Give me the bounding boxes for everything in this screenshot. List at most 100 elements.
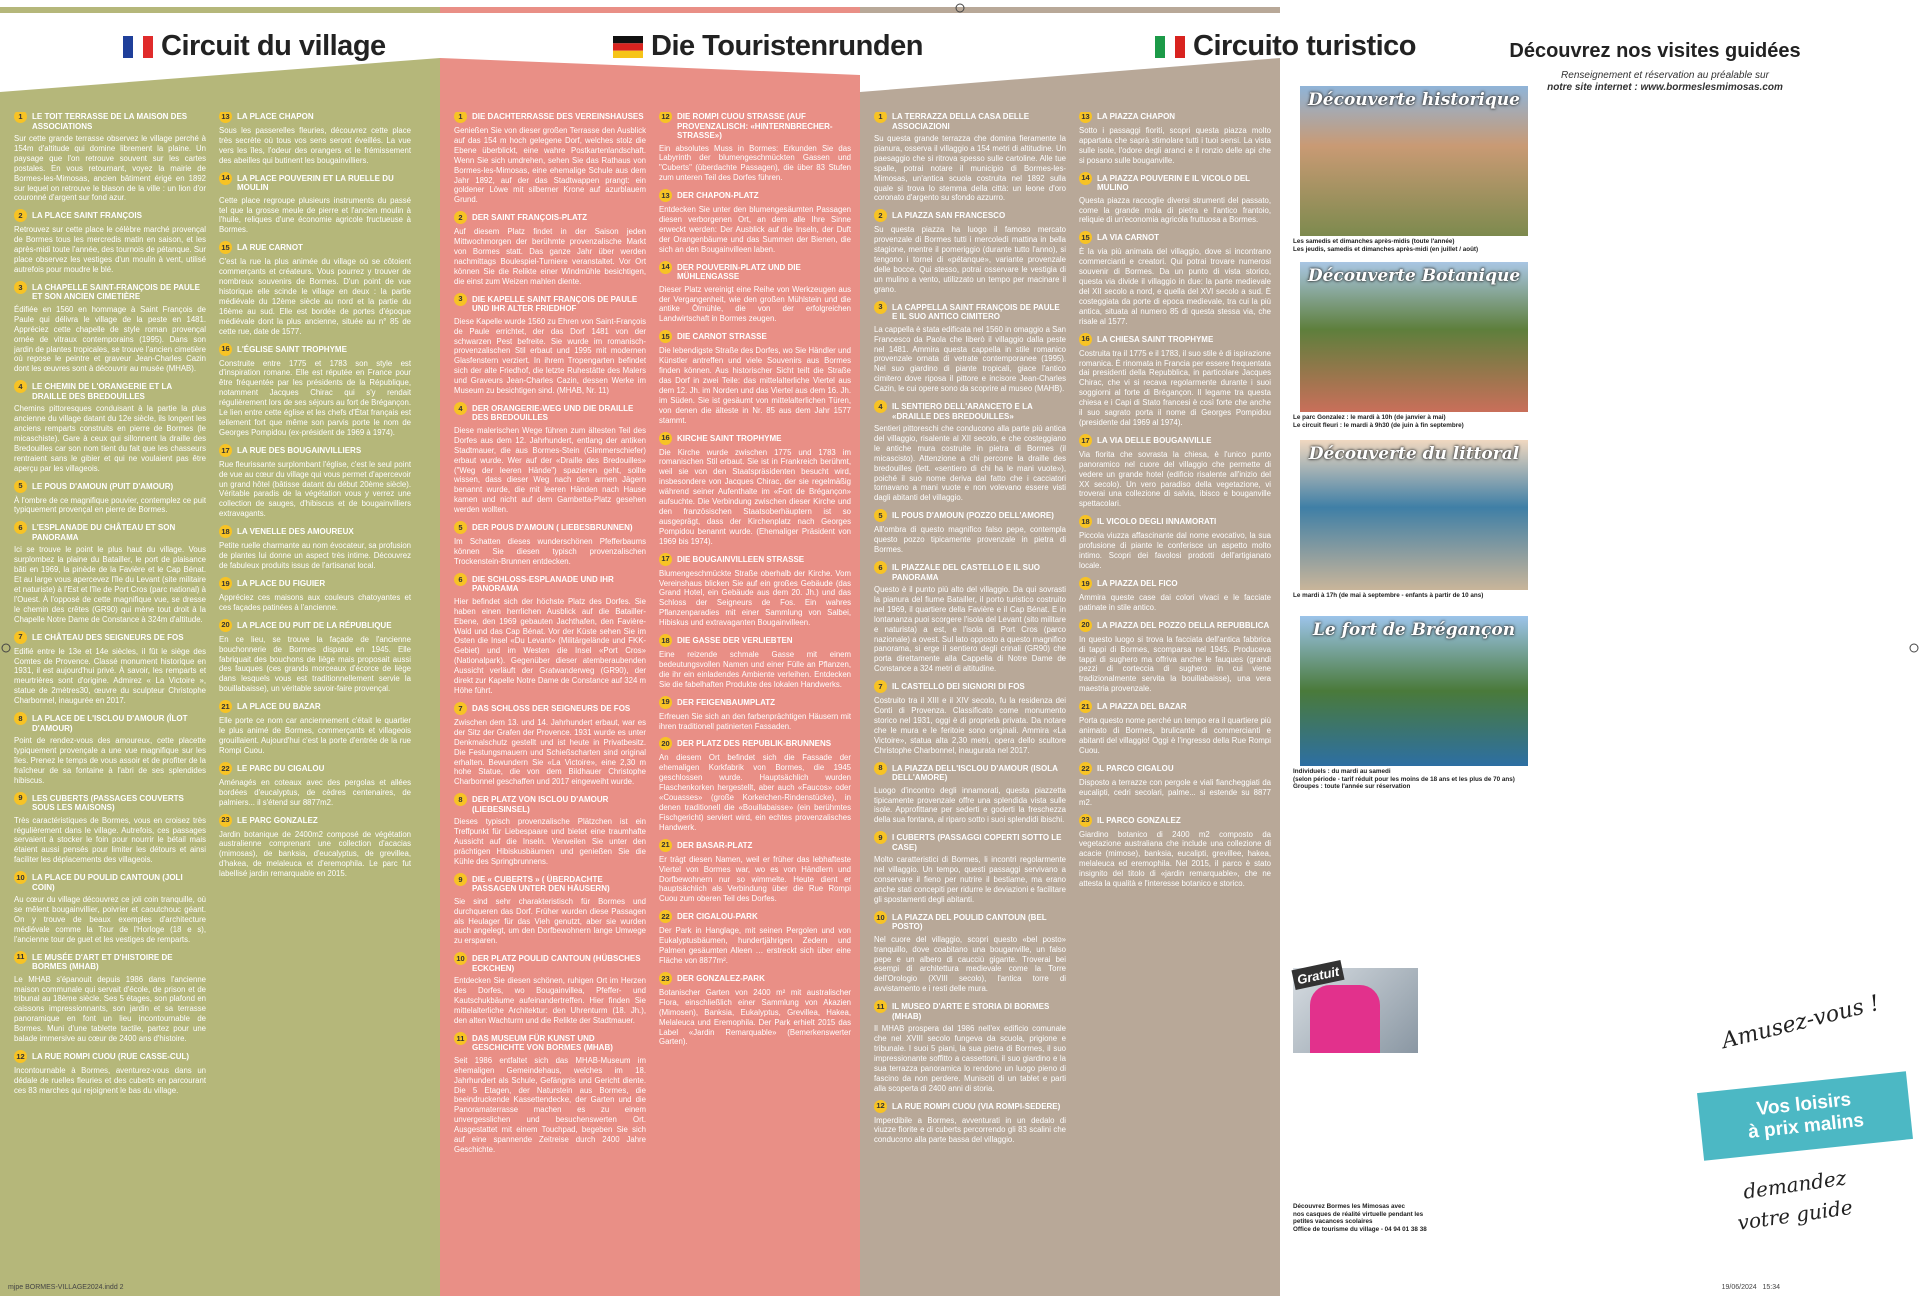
sub-column: 1 Die Dachterrasse des Vereinshauses Genie… <box>454 112 646 1282</box>
column-title: Die Touristenrunden <box>651 30 923 62</box>
item: 7 Le château des seigneurs de Fos Edifié e… <box>14 630 206 706</box>
item-heading: Il museo d'arte e storia di Bormes (MHAB… <box>892 1002 1050 1021</box>
item: 3 Die Kapelle Saint François de Paule und… <box>454 292 646 396</box>
item-heading: Der Platz des Republik-Brunnens <box>677 739 832 749</box>
item-number: 21 <box>219 700 232 714</box>
item: 11 Il museo d'arte e storia di Bormes (MH… <box>874 1000 1066 1093</box>
item-number: 22 <box>659 910 672 924</box>
item: 1 Die Dachterrasse des Vereinshauses Genie… <box>454 112 646 205</box>
sub-column: 13 La place Chapon Sous les passerelles fl… <box>219 112 411 1282</box>
item-heading-row: 6 Il piazzale del castello e il suo panor… <box>874 561 1066 582</box>
item: 10 Der Platz Poulid Cantoun (Hübsches Eck… <box>454 952 646 1026</box>
item-number: 23 <box>1079 813 1092 827</box>
item-heading: Le Pous d'Amoun (puit d'amour) <box>32 481 174 491</box>
item-heading-row: 9 I Cuberts (passaggi coperti sotto le ca… <box>874 831 1066 852</box>
item: 22 Le parc du Cigalou Aménagés en coteaux … <box>219 761 411 808</box>
item-number: 3 <box>454 292 467 306</box>
item: 17 La rue des Bougainvilliers Rue fleuriss… <box>219 443 411 519</box>
tour-title: Découverte historique <box>1308 90 1520 110</box>
item-number: 15 <box>219 241 232 255</box>
tour-title: Découverte Botanique <box>1307 266 1521 286</box>
item-body: Jardin botanique de 2400m2 composé de vé… <box>219 829 411 879</box>
item: 16 L'église Saint Trophyme Construite entr… <box>219 342 411 438</box>
photo <box>1300 86 1528 236</box>
item-number: 21 <box>1079 700 1092 714</box>
caption-line: Découvrez Bormes les Mimosas avec <box>1293 1203 1406 1210</box>
caption-line: Individuels : du mardi au samedi <box>1293 768 1391 775</box>
item-number: 10 <box>874 910 887 924</box>
item-body: Sur cette grande terrasse observez le vi… <box>14 134 206 203</box>
item-body: Questo è il punto più alto del villaggio… <box>874 585 1066 674</box>
item-body: Im Schatten dieses wunderschönen Pfeffer… <box>454 537 646 566</box>
item: 5 Il Pous d'Amoun (pozzo dell'amore) All'o… <box>874 509 1066 555</box>
item-heading: La chiesa Saint Trophyme <box>1097 334 1214 344</box>
item-body: Questa piazza raccoglie diversi strument… <box>1079 195 1271 225</box>
item-body: Seit 1986 entfaltet sich das MHAB-Museum… <box>454 1055 646 1154</box>
item-number: 7 <box>874 680 887 694</box>
item: 10 La piazza del Poulid Cantoun (bel post… <box>874 910 1066 994</box>
item: 9 Les Cuberts (passages couverts sous les… <box>14 791 206 866</box>
item: 19 La piazza del fico Ammira queste case d… <box>1079 576 1271 613</box>
item-heading-row: 8 Der Platz von Isclou d'Amour (Liebesins… <box>454 793 646 814</box>
item-number: 18 <box>659 634 672 648</box>
item-heading-row: 12 Die Rompi Cuou Strasse (auf Provenzali… <box>659 112 851 141</box>
item-body: Disposto a terrazze con pergole e viali … <box>1079 777 1271 807</box>
item-body: Edifié entre le 13e et 14e siècles, il f… <box>14 646 206 706</box>
item-body: Sentieri pittoreschi che conducono alla … <box>874 424 1066 503</box>
item-heading: Der Feigenbaumplatz <box>677 697 776 707</box>
item: 13 La place Chapon Sous les passerelles fl… <box>219 112 411 166</box>
item-number: 19 <box>219 576 232 590</box>
item-number: 7 <box>14 630 27 644</box>
item: 22 Der Cigalou-Park Der Park in Hanglage, … <box>659 910 851 966</box>
item-number: 4 <box>874 400 887 414</box>
item-heading-row: 19 La piazza del fico <box>1079 576 1271 590</box>
sub-column: 13 La piazza Chapon Sotto i passaggi fiori… <box>1079 112 1271 1282</box>
item: 18 Die Gasse der Verliebten Eine reizende … <box>659 634 851 690</box>
item-heading: La place de l'Isclou d'Amour (îlot d'amo… <box>32 714 188 733</box>
item-body: È la via più animata del villaggio, dove… <box>1079 247 1271 326</box>
caption-line: petites vacances scolaires <box>1293 1218 1373 1226</box>
item-number: 20 <box>659 737 672 751</box>
footer-left: mjpe BORMES-VILLAGE2024.indd 2 <box>8 1284 124 1291</box>
item: 10 La place du Poulid Cantoun (joli coin)… <box>14 871 206 945</box>
title-de: Die Touristenrunden <box>613 30 923 63</box>
item-heading-row: 1 La terrazza della casa delle associazio… <box>874 112 1066 131</box>
item-heading-row: 14 La place Pouverin et la ruelle du moul… <box>219 171 411 193</box>
tour-caption: Individuels : du mardi au samedi (selon p… <box>1293 768 1533 791</box>
footer-right: 19/06/2024 15:34 <box>1721 1284 1780 1291</box>
item-heading-row: 23 Der Gonzalez-Park <box>659 971 851 985</box>
item-heading-row: 17 La via delle bouganville <box>1079 433 1271 447</box>
item-number: 5 <box>454 521 467 535</box>
item-heading-row: 22 Le parc du Cigalou <box>219 761 411 775</box>
item-body: Imperdibile a Bormes, avventurati in un … <box>874 1115 1066 1145</box>
item-number: 14 <box>1079 171 1092 185</box>
item-number: 13 <box>1079 112 1092 123</box>
item-number: 15 <box>1079 231 1092 245</box>
item-heading-row: 9 Die « Cuberts » ( Überdachte Passagen u… <box>454 872 646 894</box>
title-fr: Circuit du village <box>123 30 386 63</box>
item: 22 Il parco Cigalou Disposto a terrazze co… <box>1079 761 1271 808</box>
item-body: Le MHAB s'épanouit depuis 1986 dans l'an… <box>14 974 206 1044</box>
sub-column: 12 Die Rompi Cuou Strasse (auf Provenzali… <box>659 112 851 1282</box>
item-heading: La place du Figuier <box>237 578 326 588</box>
item-body: Botanischer Garten von 2400 m² mit austr… <box>659 987 851 1047</box>
item-body: Incontournable à Bormes, aventurez-vous … <box>14 1066 206 1095</box>
photo <box>1300 262 1528 412</box>
item-heading-row: 13 La piazza Chapon <box>1079 112 1271 123</box>
item-heading: La place Saint François <box>32 211 142 221</box>
item-heading: La place Chapon <box>237 112 314 121</box>
item-body: Nel cuore del villaggio, scopri questo «… <box>874 934 1066 994</box>
item-heading-row: 23 Il parco Gonzalez <box>1079 813 1271 827</box>
item-heading-row: 4 Le chemin de l'Orangerie et la draille … <box>14 380 206 401</box>
item: 8 Der Platz von Isclou d'Amour (Liebesins… <box>454 793 646 867</box>
title-it: Circuito turistico <box>1155 30 1417 63</box>
guides-title: Découvrez nos visites guidées <box>1509 40 1801 62</box>
item-heading: La via Carnot <box>1097 233 1160 243</box>
item-heading: Der Platz Poulid Cantoun (Hübsches Eckch… <box>472 954 641 973</box>
item-heading: Les Cuberts (passages couverts sous les … <box>32 793 184 813</box>
item-body: Entdecken Sie diesen schönen, ruhigen Or… <box>454 976 646 1025</box>
item-number: 10 <box>454 952 467 966</box>
item-heading: Le château des seigneurs de Fos <box>32 632 184 642</box>
item-heading: Der Platz von Isclou d'Amour (Liebesinse… <box>472 795 609 814</box>
item-heading: Der Pouverin-Platz und die Mühlengasse <box>677 262 801 282</box>
